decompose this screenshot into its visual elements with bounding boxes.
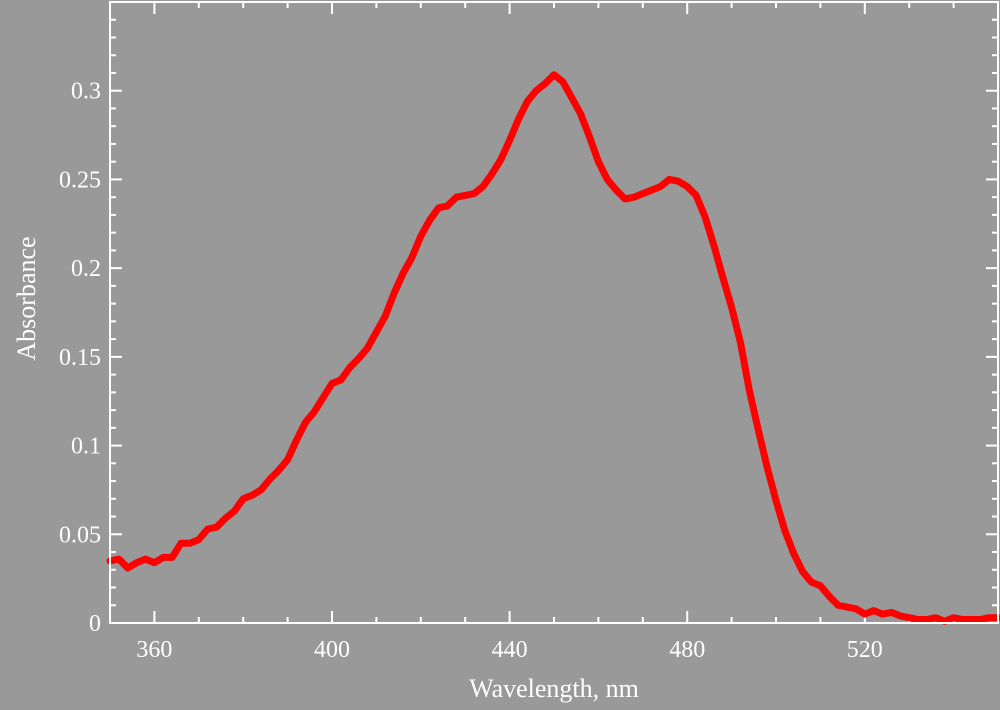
x-tick-label: 480 bbox=[669, 637, 705, 663]
plot-frame bbox=[109, 1, 999, 624]
y-axis-tick-labels: 0 0.05 0.1 0.15 0.2 0.25 0.3 bbox=[59, 79, 101, 637]
x-tick-label: 440 bbox=[492, 637, 528, 663]
y-tick-label: 0.25 bbox=[59, 167, 101, 193]
series-group bbox=[106, 71, 1000, 625]
y-tick-label: 0 bbox=[89, 611, 101, 637]
y-tick-label: 0.15 bbox=[59, 345, 101, 371]
x-axis-tick-labels: 360 400 440 480 520 bbox=[136, 637, 882, 663]
series-line bbox=[106, 71, 1000, 625]
y-tick-label: 0.2 bbox=[71, 256, 101, 282]
x-tick-label: 360 bbox=[136, 637, 172, 663]
y-tick-label: 0.1 bbox=[71, 434, 101, 460]
y-axis-title: Absorbance bbox=[12, 236, 41, 360]
y-tick-label: 0.3 bbox=[71, 79, 101, 105]
x-axis-title: Wavelength, nm bbox=[469, 674, 639, 703]
y-tick-label: 0.05 bbox=[59, 522, 101, 548]
x-tick-label: 400 bbox=[314, 637, 350, 663]
x-tick-label: 520 bbox=[847, 637, 883, 663]
